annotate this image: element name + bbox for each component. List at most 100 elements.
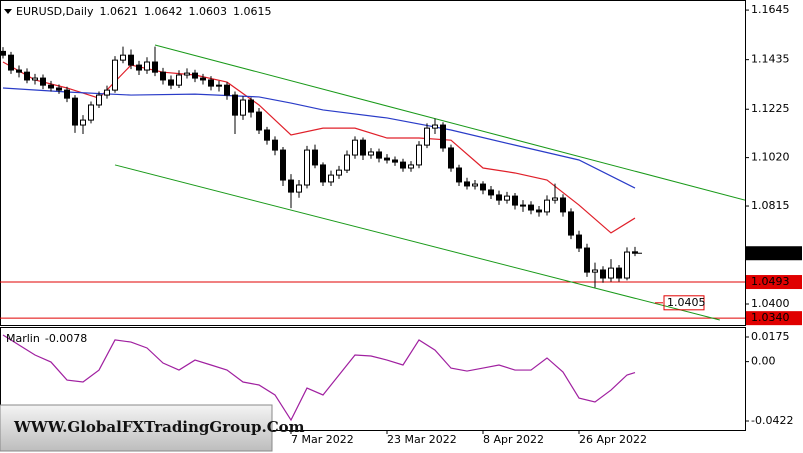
indicator-tick-label: 0.0175 — [751, 330, 790, 343]
header-close: 1.0615 — [233, 5, 272, 18]
x-tick-label: 23 Mar 2022 — [387, 433, 457, 446]
level-label: 1.0493 — [751, 275, 790, 288]
candle-body — [536, 209, 542, 213]
candle-body — [336, 169, 342, 176]
header-low: 1.0603 — [188, 5, 227, 18]
candle-body — [472, 183, 478, 187]
indicator-tick-label: 0.00 — [751, 355, 776, 368]
candle-body — [40, 77, 46, 86]
level-box — [746, 275, 802, 290]
candle-body — [216, 84, 222, 87]
candle-body — [104, 89, 110, 96]
header-high: 1.0642 — [144, 5, 183, 18]
x-tick-label: 7 Mar 2022 — [291, 433, 354, 446]
candle-body — [344, 154, 350, 171]
candle-body — [168, 79, 174, 86]
chart-header: EURUSD,Daily 1.0621 1.0642 1.0603 1.0615 — [16, 5, 271, 18]
candle-body — [328, 174, 334, 183]
candle-body — [456, 167, 462, 183]
y-tick-label: 1.1435 — [751, 53, 790, 66]
candle-body — [480, 183, 486, 191]
trend-line — [114, 164, 720, 321]
candle-body — [184, 72, 190, 76]
trend-line — [154, 44, 745, 201]
candle-body — [624, 251, 630, 279]
candle-body — [256, 111, 262, 131]
candle-body — [592, 269, 598, 273]
candle-body — [120, 54, 126, 61]
candle-body — [144, 61, 150, 71]
candle-body — [448, 147, 454, 169]
current-price-label: 1.0615 — [751, 246, 790, 259]
candle-body — [16, 69, 22, 73]
level-label: 1.0340 — [751, 311, 790, 324]
candle-body — [528, 204, 534, 211]
candle-body — [560, 197, 566, 213]
candle-body — [400, 161, 406, 169]
candle-body — [368, 151, 374, 156]
annotation-box — [663, 295, 705, 311]
candle-body — [48, 84, 54, 89]
moving-average — [2, 61, 636, 234]
candle-body — [56, 87, 62, 91]
candle-body — [24, 71, 30, 81]
candle-body — [320, 164, 326, 183]
main-panel-frame — [0, 0, 746, 326]
candle-body — [352, 139, 358, 156]
candle-body — [464, 181, 470, 187]
candle-body — [568, 211, 574, 236]
watermark-box — [0, 404, 273, 452]
candle-body — [392, 159, 398, 163]
indicator-name: Marlin — [6, 332, 40, 345]
indicator-panel-frame — [0, 327, 746, 431]
watermark: WWW.GlobalFXTradingGroup.Com — [13, 418, 305, 436]
candle-body — [240, 99, 246, 116]
candle-body — [384, 157, 390, 161]
candle-body — [496, 194, 502, 201]
candle-body — [440, 124, 446, 149]
current-price-box — [746, 246, 802, 261]
candle-body — [520, 204, 526, 207]
candle-body — [280, 149, 286, 181]
candle-body — [152, 61, 158, 73]
candle-body — [224, 84, 230, 96]
candle-body — [600, 269, 606, 279]
indicator-line — [2, 334, 636, 422]
menu-arrow[interactable] — [4, 9, 12, 14]
candle-body — [8, 54, 14, 71]
y-tick-label: 1.1645 — [751, 3, 790, 16]
candle-body — [264, 129, 270, 141]
candle-body — [608, 267, 614, 279]
candle-body — [632, 251, 638, 254]
indicator-panel — [2, 334, 636, 422]
candle-body — [512, 195, 518, 206]
y-tick-label: 1.1225 — [751, 102, 790, 115]
candle-body — [88, 104, 94, 121]
indicator-tick-label: -0.0422 — [751, 414, 793, 427]
candle-body — [192, 72, 198, 79]
indicator-header: Marlin -0.0078 — [6, 332, 87, 345]
axes: 1.1645 1.1435 1.1225 1.1020 1.0815 1.0400 0.01… — [290, 3, 802, 446]
candle-body — [544, 199, 550, 213]
candle-body — [360, 139, 366, 156]
candle-body — [136, 64, 142, 71]
moving-average — [2, 87, 636, 189]
candle-body — [64, 89, 70, 99]
candle-body — [304, 149, 310, 186]
level-box — [746, 311, 802, 326]
candle-body — [160, 71, 166, 81]
candle-body — [424, 127, 430, 146]
candle-body — [288, 179, 294, 193]
candle-body — [248, 99, 254, 113]
candle-body — [584, 247, 590, 273]
candle-body — [416, 144, 422, 166]
main-panel: 1.0405 — [0, 44, 745, 321]
candle-body — [72, 97, 78, 126]
candle-body — [128, 54, 134, 66]
candle-body — [208, 79, 214, 87]
candle-body — [552, 197, 558, 201]
candle-body — [32, 77, 38, 81]
candle-body — [296, 184, 302, 193]
